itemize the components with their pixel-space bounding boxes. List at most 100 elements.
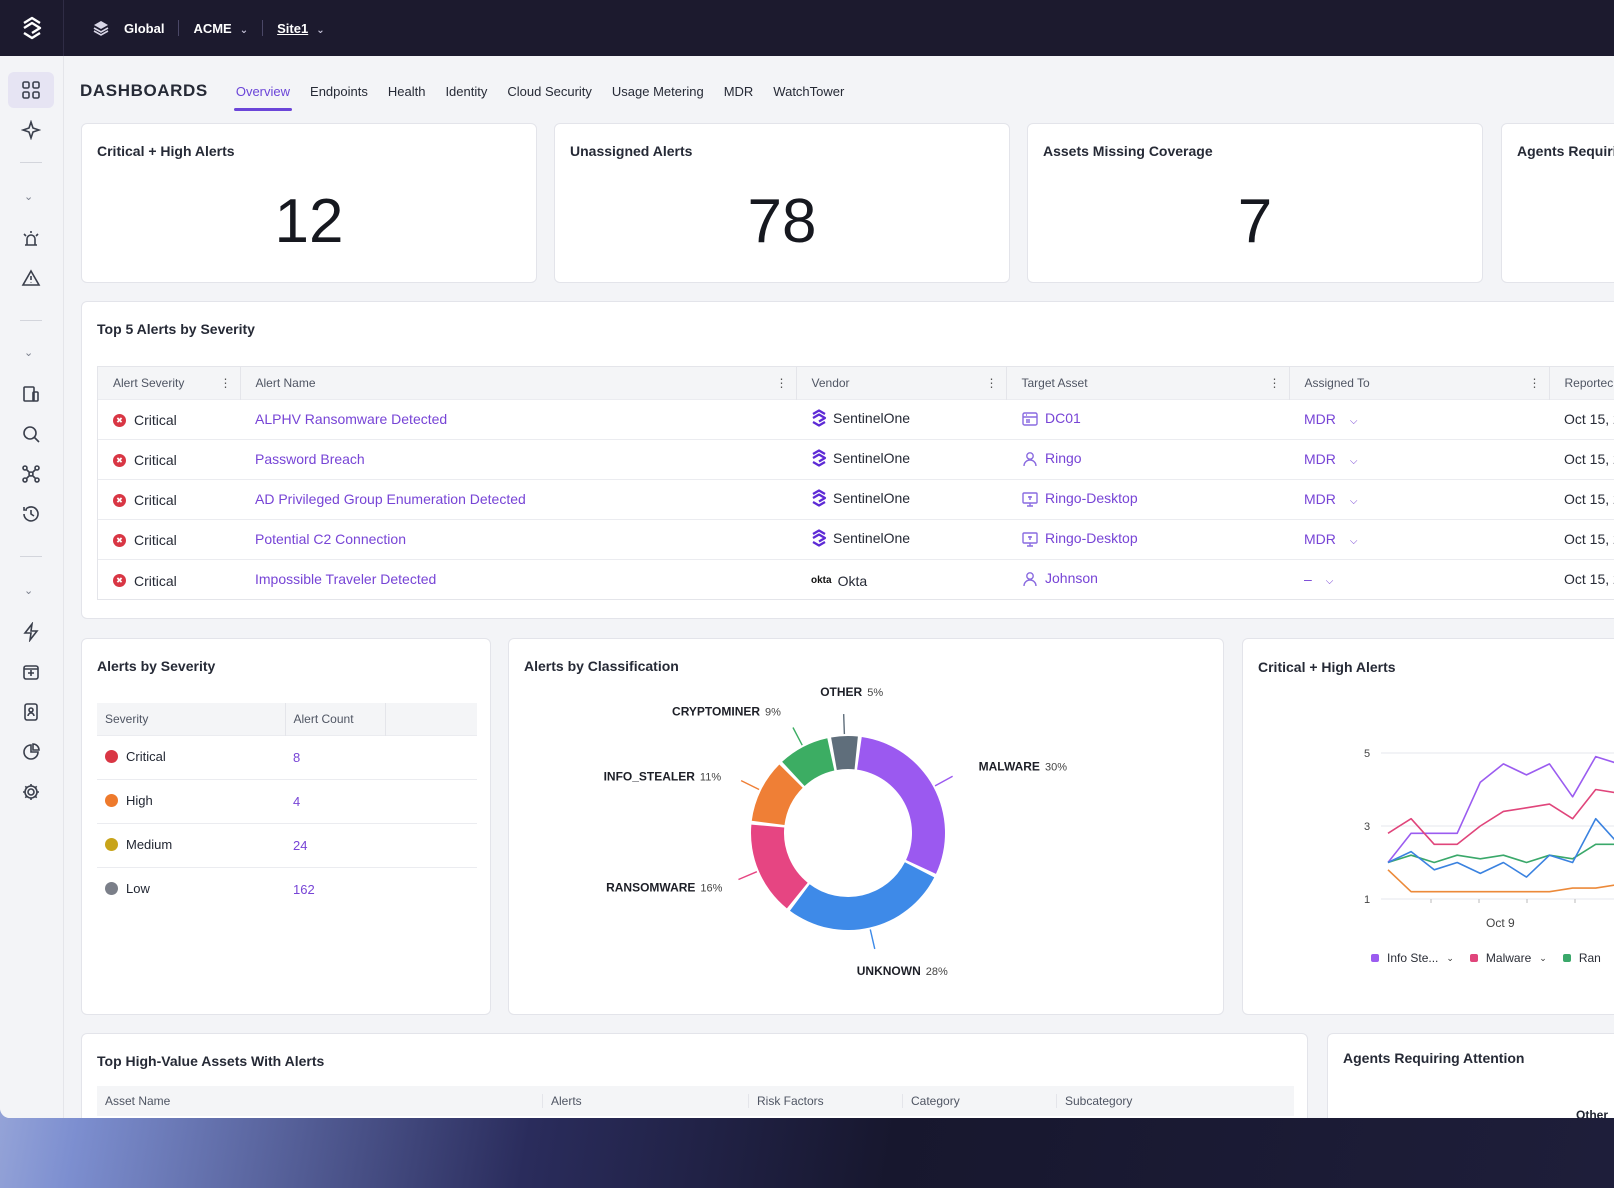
site-selector[interactable]: Site1 ⌄ [277,20,325,36]
tab-watchtower[interactable]: WatchTower [773,83,845,99]
assignee-dropdown[interactable]: MDR [1304,531,1336,547]
column-menu-icon[interactable]: ⋮ [219,376,232,390]
tab-usage-metering[interactable]: Usage Metering [611,83,704,99]
alert-count-link[interactable]: 4 [293,793,301,809]
asset-link[interactable]: Ringo-Desktop [1045,529,1138,546]
asset-link[interactable]: Ringo [1045,449,1082,466]
alert-count-link[interactable]: 8 [293,749,301,765]
list-item[interactable]: Low 162 [97,866,477,911]
alert-name-cell[interactable]: Impossible Traveler Detected [240,558,796,599]
target-asset-cell[interactable]: Ringo-Desktop [1006,478,1289,519]
asset-link[interactable]: Ringo-Desktop [1045,489,1138,506]
col-reported[interactable]: Reportec [1549,367,1614,399]
identity-card-icon[interactable] [8,694,54,730]
legend-item[interactable]: Ran [1562,951,1601,965]
table-row[interactable]: ✖ Critical Potential C2 Connection Sentinel… [98,518,1614,559]
series-line[interactable] [1387,817,1614,878]
alert-name-link[interactable]: Impossible Traveler Detected [255,571,437,588]
tab-endpoints[interactable]: Endpoints [310,83,368,99]
list-item[interactable]: High 4 [97,778,477,823]
asset-link[interactable]: Johnson [1045,570,1098,587]
assigned-to-cell[interactable]: MDR ⌵ [1289,518,1549,559]
dashboards-icon[interactable] [8,72,54,108]
target-asset-cell[interactable]: Johnson [1006,558,1289,599]
donut-slice-info_stealer[interactable] [751,764,803,825]
assigned-to-cell[interactable]: – ⌵ [1289,558,1549,599]
column-menu-icon[interactable]: ⋮ [775,376,788,390]
col-category[interactable]: Category [903,1094,1057,1108]
chevron-down-icon[interactable]: ⌵ [1349,456,1358,467]
col-asset-name[interactable]: Asset Name [97,1094,543,1108]
alert-name-link[interactable]: Password Breach [255,451,365,467]
series-line[interactable] [1387,869,1614,893]
table-row[interactable]: ✖ Critical Impossible Traveler Detected okt… [98,558,1614,599]
tab-health[interactable]: Health [387,83,426,99]
series-line[interactable] [1387,771,1614,846]
chevron-down-icon[interactable]: ⌄ [1539,952,1547,963]
col-subcategory[interactable]: Subcategory [1065,1094,1133,1108]
alarm-icon[interactable] [8,220,54,256]
col-alert-name[interactable]: Alert Name ⋮ [240,367,797,399]
alert-name-cell[interactable]: Password Breach [240,438,796,479]
chevron-down-icon[interactable]: ⌄ [1446,952,1454,963]
purple-ai-icon[interactable] [8,112,54,148]
donut-slice-other[interactable] [831,736,858,770]
alert-name-cell[interactable]: Potential C2 Connection [240,518,796,559]
table-row[interactable]: ✖ Critical AD Privileged Group Enumeration… [98,478,1614,519]
target-asset-cell[interactable]: DC01 [1006,398,1289,439]
tab-overview[interactable]: Overview [226,78,300,111]
lightning-icon[interactable] [8,614,54,650]
donut-slice-unknown[interactable] [789,862,935,930]
add-box-icon[interactable] [8,654,54,690]
asset-link[interactable]: DC01 [1045,409,1081,426]
alert-count-link[interactable]: 24 [293,837,308,853]
alert-name-link[interactable]: AD Privileged Group Enumeration Detected [255,491,526,507]
col-target-asset[interactable]: Target Asset ⋮ [1006,367,1290,399]
alert-name-link[interactable]: ALPHV Ransomware Detected [255,411,448,427]
assigned-to-cell[interactable]: MDR ⌵ [1289,438,1549,479]
chevron-down-icon[interactable]: ⌄ [24,585,34,597]
column-menu-icon[interactable]: ⋮ [1528,376,1541,390]
chevron-down-icon[interactable]: ⌄ [24,191,34,203]
tab-mdr[interactable]: MDR [723,83,754,99]
devices-icon[interactable] [8,376,54,412]
series-line[interactable] [1387,843,1614,864]
sentinelone-logo-icon[interactable] [0,0,64,56]
alert-name-link[interactable]: Potential C2 Connection [255,531,406,547]
kpi-card-critical-high[interactable]: Critical + High Alerts 12 [81,123,537,283]
graph-icon[interactable] [8,456,54,492]
col-alerts[interactable]: Alerts [543,1094,749,1108]
alert-count-link[interactable]: 162 [293,881,315,897]
donut-slice-malware[interactable] [857,736,945,874]
chevron-down-icon[interactable]: ⌵ [1325,576,1334,588]
settings-gear-icon[interactable] [8,774,54,810]
kpi-card-unassigned[interactable]: Unassigned Alerts 78 [554,123,1010,283]
table-row[interactable]: ✖ Critical Password Breach SentinelOne Ringo… [98,438,1614,479]
list-item[interactable]: Critical 8 [97,734,477,779]
kpi-card-agents[interactable]: Agents Requiri [1501,123,1614,283]
chevron-down-icon[interactable]: ⌵ [1349,416,1358,427]
alert-name-cell[interactable]: ALPHV Ransomware Detected [240,398,796,439]
series-line[interactable] [1387,755,1614,863]
legend-item[interactable]: Info Ste... ⌄ [1371,951,1454,965]
col-alert-severity[interactable]: Alert Severity ⋮ [98,367,241,399]
assignee-dropdown[interactable]: MDR [1304,411,1336,427]
chevron-down-icon[interactable]: ⌵ [1349,496,1358,507]
col-alert-count[interactable]: Alert Count [285,703,386,735]
column-menu-icon[interactable]: ⋮ [985,376,998,390]
account-selector[interactable]: ACME ⌄ [193,20,249,36]
column-menu-icon[interactable]: ⋮ [1268,376,1281,390]
list-item[interactable]: Medium 24 [97,822,477,867]
target-asset-cell[interactable]: Ringo-Desktop [1006,518,1289,559]
tab-cloud-security[interactable]: Cloud Security [507,83,592,99]
search-icon[interactable] [8,416,54,452]
alert-name-cell[interactable]: AD Privileged Group Enumeration Detected [240,478,796,519]
donut-slice-ransomware[interactable] [751,824,808,909]
assignee-dropdown[interactable]: MDR [1304,451,1336,467]
chevron-down-icon[interactable]: ⌵ [1349,536,1358,547]
table-row[interactable]: ✖ Critical ALPHV Ransomware Detected Sentin… [98,398,1614,439]
legend-item[interactable]: Malware ⌄ [1469,951,1547,965]
col-severity[interactable]: Severity [97,703,286,735]
assignee-dropdown[interactable]: MDR [1304,491,1336,507]
assigned-to-cell[interactable]: MDR ⌵ [1289,478,1549,519]
